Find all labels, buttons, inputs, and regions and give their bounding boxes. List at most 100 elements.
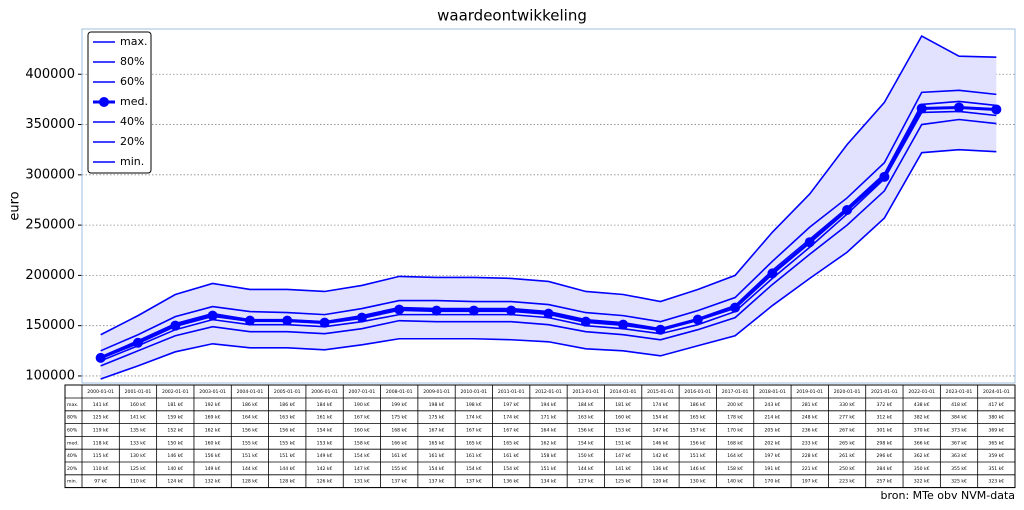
table-cell: 161 k€ — [429, 453, 445, 459]
table-cell: 382 k€ — [914, 415, 930, 421]
legend-label: 40% — [120, 115, 144, 128]
table-cell: 160 k€ — [130, 402, 146, 408]
point — [655, 324, 666, 335]
table-header: 2018-01-01 — [759, 389, 786, 395]
table-row-label: med. — [67, 440, 79, 446]
table-cell: 243 k€ — [765, 402, 781, 408]
table-cell: 142 k€ — [317, 466, 333, 472]
table-cell: 186 k€ — [242, 402, 258, 408]
table-cell: 330 k€ — [839, 402, 855, 408]
table-cell: 233 k€ — [802, 440, 818, 446]
table-cell: 155 k€ — [391, 466, 407, 472]
table-cell: 197 k€ — [802, 479, 818, 485]
table-cell: 197 k€ — [765, 453, 781, 459]
table-cell: 366 k€ — [914, 440, 930, 446]
table-cell: 118 k€ — [93, 440, 109, 446]
table-cell: 184 k€ — [578, 402, 594, 408]
table-header: 2014-01-01 — [610, 389, 637, 395]
table-cell: 119 k€ — [93, 428, 109, 434]
series-line — [100, 34, 997, 336]
table-cell: 178 k€ — [727, 415, 743, 421]
table-cell: 160 k€ — [354, 428, 370, 434]
table-header: 2017-01-01 — [722, 389, 749, 395]
table-cell: 261 k€ — [839, 453, 855, 459]
table-cell: 165 k€ — [503, 440, 519, 446]
table-cell: 190 k€ — [354, 402, 370, 408]
table-cell: 147 k€ — [354, 466, 370, 472]
table-cell: 221 k€ — [802, 466, 818, 472]
legend-label: max. — [120, 35, 147, 48]
table-header: 2011-01-01 — [498, 389, 525, 395]
table-cell: 160 k€ — [205, 440, 221, 446]
table-cell: 248 k€ — [802, 415, 818, 421]
table-cell: 151 k€ — [615, 440, 631, 446]
table-cell: 97 k€ — [94, 479, 107, 485]
point — [319, 317, 330, 328]
table-header: 2020-01-01 — [834, 389, 861, 395]
table-cell: 140 k€ — [167, 466, 183, 472]
table-cell: 110 k€ — [130, 479, 146, 485]
legend-marker — [99, 97, 109, 107]
point — [244, 315, 255, 326]
table-cell: 160 k€ — [615, 415, 631, 421]
table-cell: 137 k€ — [466, 479, 482, 485]
series-line — [100, 118, 997, 367]
y-tick-label: 200000 — [25, 268, 75, 283]
table-cell: 418 k€ — [951, 402, 967, 408]
table-cell: 131 k€ — [354, 479, 370, 485]
table-cell: 155 k€ — [242, 440, 258, 446]
table-cell: 150 k€ — [167, 440, 183, 446]
table-header: 2023-01-01 — [946, 389, 973, 395]
table-cell: 174 k€ — [653, 402, 669, 408]
table-cell: 137 k€ — [429, 479, 445, 485]
table-cell: 296 k€ — [876, 453, 892, 459]
table-cell: 124 k€ — [167, 479, 183, 485]
table-cell: 136 k€ — [653, 466, 669, 472]
table-cell: 301 k€ — [876, 428, 892, 434]
table-cell: 161 k€ — [391, 453, 407, 459]
table-cell: 127 k€ — [578, 479, 594, 485]
table-cell: 186 k€ — [690, 402, 706, 408]
table-cell: 170 k€ — [765, 479, 781, 485]
table-header: 2012-01-01 — [535, 389, 562, 395]
table-cell: 150 k€ — [578, 453, 594, 459]
point — [356, 312, 367, 323]
table-cell: 367 k€ — [951, 440, 967, 446]
table-cell: 198 k€ — [466, 402, 482, 408]
table-cell: 146 k€ — [167, 453, 183, 459]
table-cell: 369 k€ — [988, 428, 1004, 434]
table-cell: 134 k€ — [541, 479, 557, 485]
table-cell: 363 k€ — [951, 453, 967, 459]
table-cell: 154 k€ — [503, 466, 519, 472]
table-cell: 362 k€ — [914, 453, 930, 459]
table-cell: 165 k€ — [429, 440, 445, 446]
table-cell: 158 k€ — [354, 440, 370, 446]
point — [618, 319, 629, 330]
table-cell: 147 k€ — [615, 453, 631, 459]
point — [580, 316, 591, 327]
table-header: 2000-01-01 — [87, 389, 114, 395]
table-cell: 140 k€ — [727, 479, 743, 485]
table-cell: 168 k€ — [727, 440, 743, 446]
table-cell: 141 k€ — [93, 402, 109, 408]
table-header: 2001-01-01 — [125, 389, 152, 395]
table-cell: 154 k€ — [317, 428, 333, 434]
table-cell: 130 k€ — [130, 453, 146, 459]
table-cell: 156 k€ — [205, 453, 221, 459]
table-cell: 322 k€ — [914, 479, 930, 485]
table-cell: 158 k€ — [727, 466, 743, 472]
table-cell: 438 k€ — [914, 402, 930, 408]
table-cell: 163 k€ — [578, 415, 594, 421]
table-cell: 184 k€ — [317, 402, 333, 408]
table-cell: 350 k€ — [914, 466, 930, 472]
table-header: 2007-01-01 — [349, 389, 376, 395]
legend-label: min. — [120, 155, 144, 168]
table-header: 2010-01-01 — [461, 389, 488, 395]
table-cell: 144 k€ — [279, 466, 295, 472]
table-cell: 191 k€ — [765, 466, 781, 472]
legend-label: 80% — [120, 55, 144, 68]
table-cell: 146 k€ — [653, 440, 669, 446]
table-cell: 156 k€ — [279, 428, 295, 434]
table-cell: 125 k€ — [130, 466, 146, 472]
point — [954, 102, 965, 113]
